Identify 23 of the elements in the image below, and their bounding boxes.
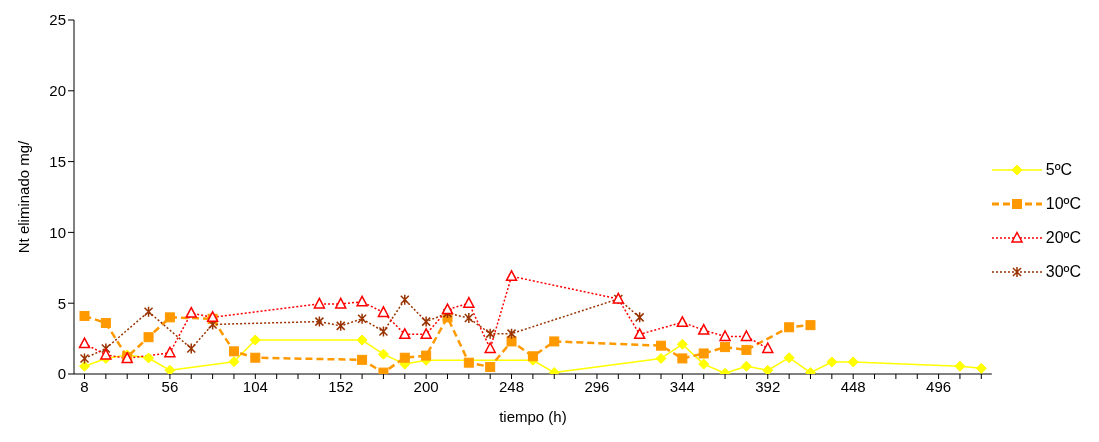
y-tick-label: 5 bbox=[57, 294, 66, 312]
x-tick-label: 496 bbox=[926, 377, 952, 395]
x-tick-label: 56 bbox=[161, 377, 179, 395]
y-tick-label: 0 bbox=[57, 365, 66, 383]
x-tick-label: 152 bbox=[328, 377, 354, 395]
y-axis-title: Nt eliminado mg/ bbox=[15, 139, 33, 254]
x-tick-label: 392 bbox=[755, 377, 781, 395]
legend-label: 10ºC bbox=[1045, 195, 1081, 213]
x-tick-label: 248 bbox=[499, 377, 525, 395]
x-tick-label: 200 bbox=[413, 377, 439, 395]
legend-label: 20ºC bbox=[1045, 229, 1081, 247]
y-tick-label: 10 bbox=[49, 223, 66, 241]
x-tick-label: 104 bbox=[242, 377, 268, 395]
x-tick-label: 448 bbox=[840, 377, 866, 395]
legend-label: 5ºC bbox=[1045, 161, 1073, 179]
x-tick-label: 8 bbox=[80, 377, 89, 395]
x-axis-title: tiempo (h) bbox=[499, 408, 567, 425]
x-tick-label: 344 bbox=[669, 377, 695, 395]
y-tick-label: 20 bbox=[49, 82, 66, 100]
y-tick-label: 25 bbox=[49, 11, 66, 29]
legend-label: 30ºC bbox=[1045, 263, 1081, 281]
x-tick-label: 296 bbox=[584, 377, 610, 395]
y-tick-label: 15 bbox=[49, 152, 66, 170]
